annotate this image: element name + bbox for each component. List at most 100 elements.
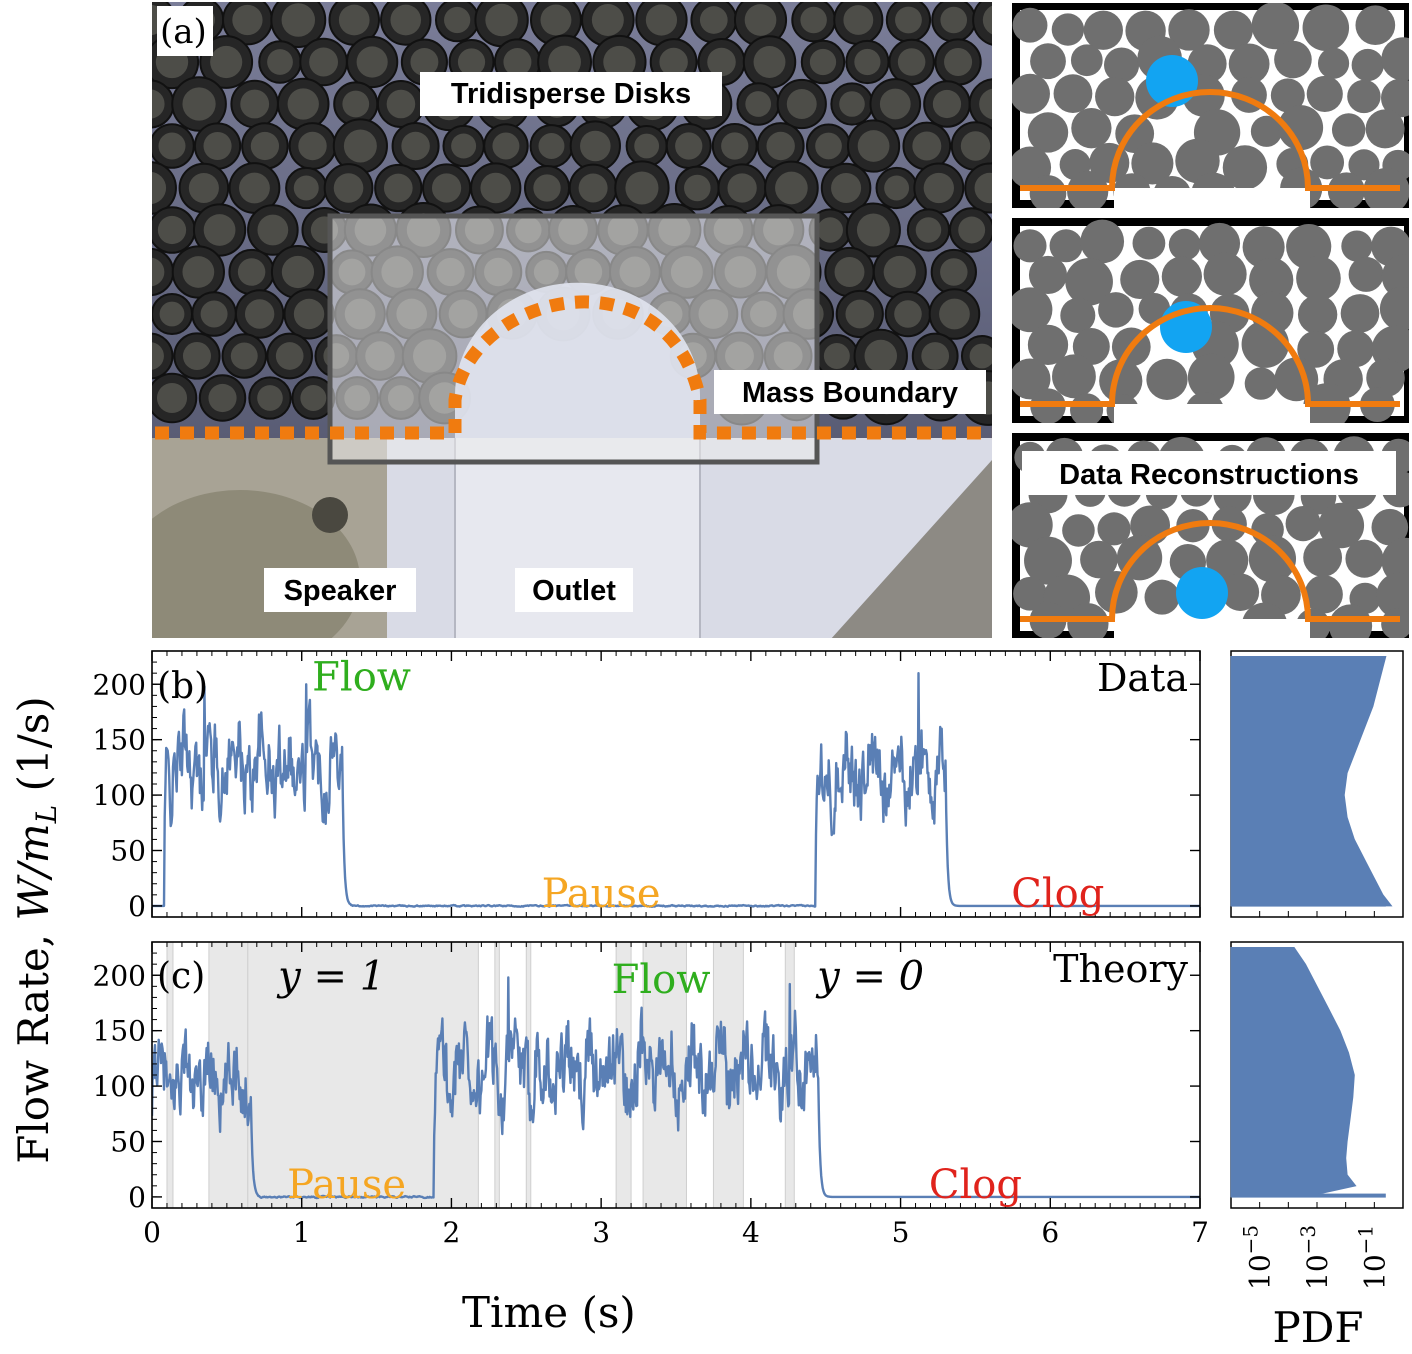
tag-disks-box — [420, 72, 722, 116]
schematic-disk — [1296, 256, 1341, 301]
series-line-b — [152, 672, 1200, 908]
photo-disk-center — [503, 48, 532, 76]
panel-b-plot-area — [152, 651, 1200, 917]
schematic-disk — [1251, 3, 1300, 50]
annotation-flow: Flow — [612, 957, 711, 1003]
photo-disk-center — [250, 131, 280, 161]
photo-disk-center — [921, 342, 950, 370]
y-axis-title: Flow Rate, W/mL (1/s) — [9, 696, 63, 1164]
schematic-disk — [1027, 112, 1069, 153]
pdf-tick-label: 10−1 — [1353, 1225, 1391, 1290]
schematic-disk — [1062, 514, 1095, 547]
photo-disk-center — [894, 300, 922, 328]
pdf-tick-exponent: −1 — [1353, 1225, 1377, 1254]
photo-disk-center — [152, 172, 167, 204]
photo-disk-center — [200, 300, 228, 328]
y-tick-label: 50 — [110, 1126, 146, 1159]
photo-disk-center — [645, 4, 678, 36]
photo-disk-center — [281, 3, 316, 37]
schematic-disk — [1221, 573, 1260, 611]
reconstruction-frame-2 — [1012, 218, 1409, 424]
photo-disk-center — [257, 385, 283, 411]
annotation-pause: Pause — [542, 871, 661, 917]
tag-speaker-box — [264, 568, 416, 612]
schematic-disk — [1363, 167, 1409, 208]
pdf-tick-label: 10−5 — [1239, 1225, 1277, 1290]
schematic-disk — [1024, 536, 1072, 585]
photo-disk-center — [940, 6, 968, 34]
schematic-disk — [1365, 109, 1405, 149]
schematic-disk — [1072, 328, 1110, 366]
photo-disk-center — [831, 172, 862, 204]
schematic-disk — [1297, 330, 1335, 368]
photo-disk-center — [267, 49, 293, 75]
photo-disk-center — [480, 172, 512, 204]
ramp-grille — [831, 460, 992, 638]
y-title-prefix: Flow Rate, — [9, 921, 58, 1164]
annotation-y-0: y = 0 — [815, 953, 924, 999]
photo-disk-center — [240, 89, 270, 119]
y-tick-label: 0 — [128, 890, 146, 923]
panel-b-axes: 0 50 100 150 200 — [93, 650, 1201, 923]
photo-disk-center — [239, 172, 270, 204]
photo-disk-center — [707, 47, 736, 77]
schematic-disk — [1168, 9, 1210, 51]
photo-disk-center — [281, 255, 315, 289]
schematic-disk — [1242, 226, 1285, 269]
x-tick-label: 4 — [742, 1216, 760, 1249]
schematic-disk — [1028, 255, 1068, 295]
schematic-disk — [1250, 115, 1283, 147]
panel-a-label-box — [157, 6, 213, 56]
photo-disk-center — [839, 91, 865, 117]
photo-disk-center — [915, 217, 942, 243]
photo-disk-center — [960, 131, 991, 161]
photo-disk-center — [533, 174, 561, 202]
photo-disk-center — [857, 130, 890, 162]
photo-disk-center — [203, 131, 232, 161]
photo-disk-center — [182, 256, 215, 288]
photo-disk-center — [159, 301, 185, 327]
pdf-histogram — [1230, 655, 1393, 907]
pdf-tick-label: 10−3 — [1296, 1225, 1334, 1290]
schematic-disk — [1376, 572, 1409, 619]
schematic-disk — [1027, 324, 1069, 366]
photo-disk — [152, 332, 174, 380]
schematic-disk — [1297, 294, 1338, 335]
x-tick-label: 2 — [443, 1216, 461, 1249]
photo-disk-center — [786, 89, 817, 119]
schematic-disk — [1228, 43, 1270, 85]
photo-disk-center — [309, 47, 339, 77]
x-tick-label: 7 — [1191, 1216, 1209, 1249]
x-tick-label: 5 — [892, 1216, 910, 1249]
schematic-disk — [1306, 75, 1343, 112]
photo-disk-center — [817, 217, 843, 243]
schematic-disk — [1052, 354, 1096, 399]
photo-disk-center — [864, 339, 898, 373]
y-tick-label: 0 — [128, 1181, 146, 1214]
photo-disk-center — [230, 342, 258, 370]
photo-disk-center — [684, 174, 711, 202]
photo-disk-center — [979, 88, 992, 120]
panel-b-chart: 0 50 100 150 200 Data (b) Flow Pause Clog — [93, 650, 1201, 923]
photo-disk-center — [884, 175, 910, 201]
schematic-disk — [1132, 226, 1166, 260]
y-tick-label: 50 — [110, 835, 146, 868]
schematic-disk — [1249, 257, 1294, 303]
photo-disk-center — [843, 5, 874, 35]
x-tick-label: 3 — [592, 1216, 610, 1249]
schematic-disk — [1310, 145, 1345, 180]
photo-disk-center — [856, 213, 890, 247]
photo-disk-center — [182, 87, 216, 121]
schematic-disk — [1012, 73, 1050, 114]
speaker-screw — [312, 497, 348, 533]
schematic-disk — [1340, 294, 1380, 333]
panel-c-label: (c) — [157, 956, 205, 997]
shaded-interval — [247, 942, 479, 1208]
photo-disk — [152, 247, 175, 297]
schematic-disk — [1274, 40, 1312, 79]
photo-disk-center — [540, 4, 572, 36]
photo-disk-center — [157, 215, 187, 245]
schematic-disk — [1144, 579, 1180, 615]
photo-disk — [152, 79, 175, 129]
schematic-disk — [1131, 142, 1174, 185]
